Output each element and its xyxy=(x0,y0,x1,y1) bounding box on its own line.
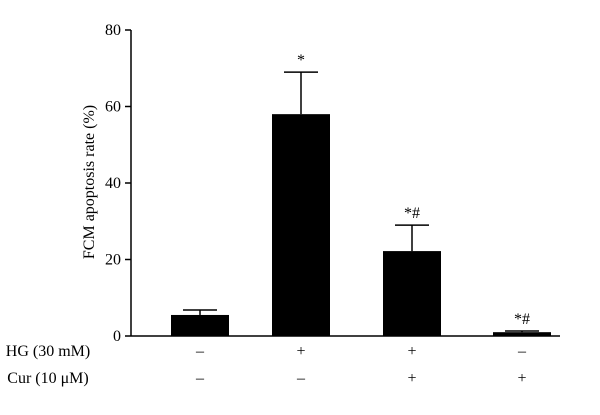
significance-label: * xyxy=(297,52,305,69)
y-axis: 0 20 40 60 80 xyxy=(105,22,132,345)
condition-table: HG (30 mM) – + + – Cur (10 μM) – – + + xyxy=(6,343,527,387)
bar xyxy=(272,114,330,337)
y-tick-label: 20 xyxy=(105,252,121,269)
condition-value: + xyxy=(296,343,305,360)
bar xyxy=(493,332,551,336)
condition-label: HG (30 mM) xyxy=(6,343,90,360)
condition-value: – xyxy=(296,370,306,387)
condition-value: + xyxy=(517,370,526,387)
condition-value: + xyxy=(407,343,416,360)
y-tick-label: 80 xyxy=(105,22,121,39)
condition-value: – xyxy=(517,343,527,360)
condition-value: – xyxy=(195,370,205,387)
condition-label: Cur (10 μM) xyxy=(7,370,88,387)
y-axis-title: FCM apoptosis rate (%) xyxy=(81,105,98,259)
bar xyxy=(171,314,229,336)
condition-value: + xyxy=(407,370,416,387)
condition-value: – xyxy=(195,343,205,360)
significance-label: *# xyxy=(404,205,420,222)
y-tick-label: 0 xyxy=(113,328,121,345)
y-tick-label: 40 xyxy=(105,175,121,192)
bar xyxy=(383,251,441,336)
significance-label: *# xyxy=(514,311,530,328)
y-tick-label: 60 xyxy=(105,99,121,116)
bars: * *# *# xyxy=(171,52,551,337)
